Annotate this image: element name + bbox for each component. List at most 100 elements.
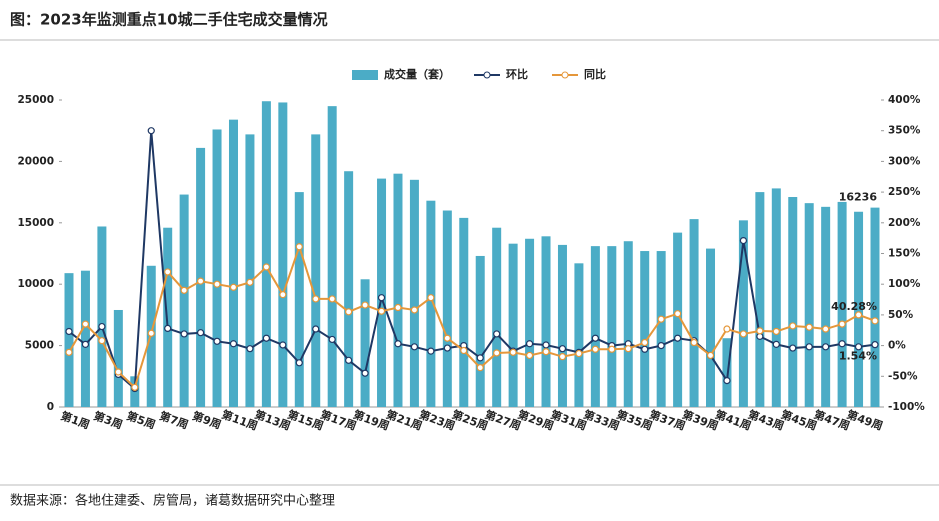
point (476, 354, 484, 362)
bar (228, 119, 238, 407)
point (427, 294, 435, 302)
point (460, 346, 468, 355)
point (81, 340, 90, 348)
bar (196, 147, 206, 407)
point (98, 337, 106, 345)
bar (640, 251, 650, 407)
point (229, 340, 238, 348)
y2-tick-label: 200% (888, 217, 921, 229)
point (624, 345, 632, 353)
y2-tick-label: 300% (888, 155, 921, 167)
point (312, 295, 320, 303)
point (723, 376, 731, 385)
point (838, 320, 846, 328)
bar (409, 179, 419, 407)
point (262, 263, 270, 271)
legend-swatch (483, 71, 491, 79)
point (246, 278, 254, 286)
point (328, 335, 336, 344)
y2-tick-label: 0% (888, 340, 906, 352)
point (525, 351, 534, 360)
point (641, 345, 649, 353)
point (871, 341, 879, 349)
source-note: 数据来源：各地住建委、房管局，诸葛数据研究中心整理 (10, 493, 335, 509)
y-tick-label: 10000 (17, 278, 54, 290)
data-label: 1.54% (839, 350, 877, 363)
data-label: 40.28% (831, 300, 877, 313)
point (822, 343, 830, 351)
y2-tick-label: 350% (888, 125, 921, 137)
line (68, 130, 876, 391)
point (871, 317, 879, 325)
bar (771, 188, 781, 407)
legend-swatch (352, 70, 378, 80)
bar (393, 173, 403, 407)
bar (426, 200, 436, 407)
bar (179, 194, 189, 407)
bar (459, 217, 469, 407)
point (641, 338, 649, 347)
point (657, 342, 665, 350)
bar (821, 206, 831, 407)
point (279, 291, 287, 299)
point (361, 369, 369, 377)
point (608, 345, 616, 353)
point (295, 243, 303, 251)
bar (804, 203, 814, 407)
x-tick-label: 第49周 (845, 407, 885, 433)
point (443, 344, 451, 352)
y-tick-label: 20000 (17, 155, 54, 167)
point (756, 327, 764, 335)
point (262, 334, 270, 342)
point (591, 345, 599, 353)
point (246, 345, 254, 353)
point (657, 315, 665, 323)
point (345, 308, 353, 316)
bar (360, 279, 370, 407)
bar (344, 171, 354, 407)
y-tick-label: 15000 (17, 217, 54, 229)
bar (755, 192, 765, 407)
bar (278, 102, 288, 408)
point (229, 283, 238, 291)
point (838, 340, 846, 348)
point (854, 343, 863, 351)
point (739, 237, 748, 245)
bar (574, 263, 584, 407)
y-tick-label: 25000 (17, 94, 54, 106)
point (674, 310, 682, 318)
point (196, 329, 205, 337)
x-tick-label: 第9周 (191, 408, 224, 431)
point (377, 307, 386, 315)
bar (738, 220, 748, 407)
bar (673, 232, 683, 407)
bar (80, 270, 90, 407)
bar (492, 227, 502, 407)
y2-tick-label: 150% (888, 248, 921, 260)
point (558, 353, 567, 361)
y2-tick-label: 250% (888, 186, 921, 198)
bar (854, 211, 864, 407)
point (772, 340, 780, 348)
point (493, 330, 501, 338)
point (443, 334, 451, 342)
point (476, 364, 484, 372)
point (394, 340, 402, 348)
point (180, 286, 188, 294)
point (98, 322, 106, 331)
y-tick-label: 5000 (25, 340, 54, 352)
point (690, 338, 698, 347)
bar (508, 243, 518, 407)
legend-swatch (561, 71, 569, 79)
point (164, 268, 172, 276)
bar (311, 134, 321, 407)
bar (294, 192, 304, 407)
bar (607, 246, 617, 407)
point (493, 349, 501, 357)
point (805, 323, 813, 331)
point (213, 280, 221, 288)
legend-label: 环比 (506, 67, 528, 81)
point (361, 301, 369, 309)
point (131, 383, 139, 391)
